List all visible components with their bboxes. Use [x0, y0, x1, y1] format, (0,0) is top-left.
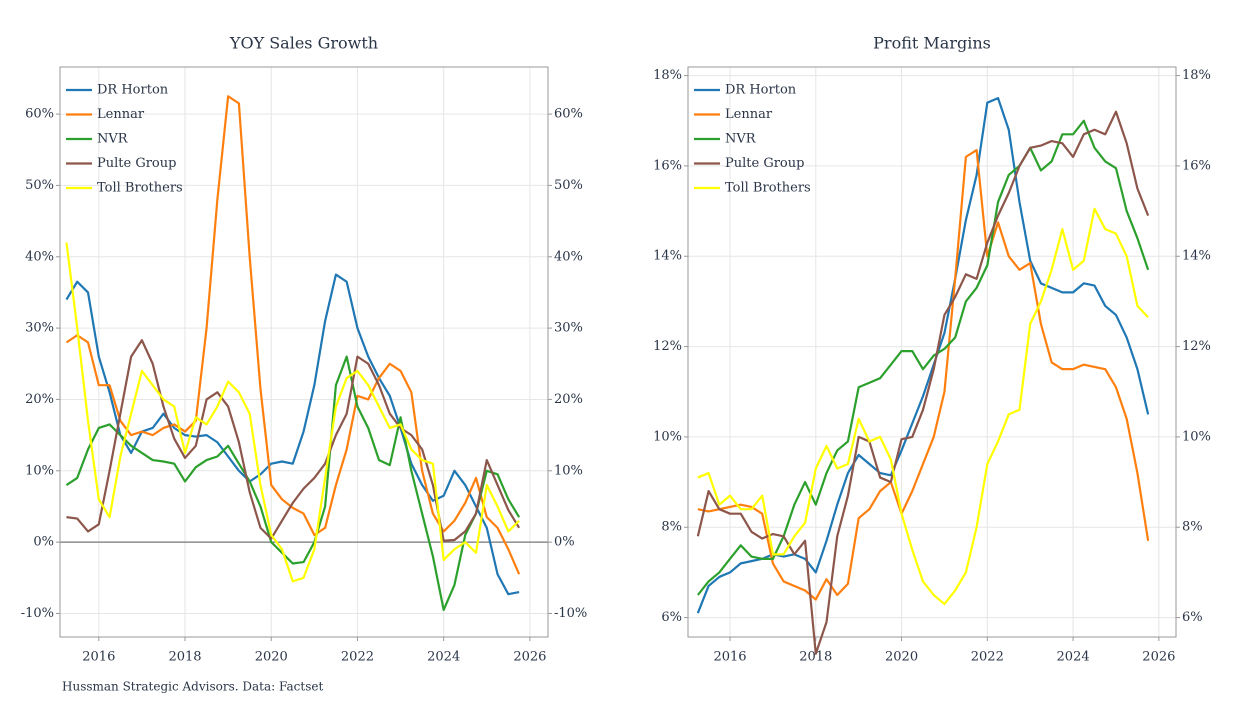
x-tick-label: 2026 [513, 650, 546, 665]
y2-tick-label: 12% [1182, 339, 1211, 354]
x-tick-label: 2024 [1057, 650, 1090, 665]
x-tick-label: 2018 [168, 650, 201, 665]
legend-label: DR Horton [725, 83, 797, 98]
y2-tick-label: 20% [554, 392, 583, 407]
series-line [696, 110, 1150, 655]
x-tick-label: 2018 [799, 650, 832, 665]
y2-tick-label: 16% [1182, 158, 1211, 173]
source-note: Hussman Strategic Advisors. Data: Factse… [62, 680, 323, 694]
legend-label: Toll Brothers [97, 181, 183, 196]
legend-label: DR Horton [97, 83, 169, 98]
legend-label: Pulte Group [725, 156, 804, 171]
legend-label: NVR [725, 132, 757, 147]
y-tick-label: 60% [25, 107, 54, 122]
x-tick-label: 2026 [1142, 650, 1175, 665]
series-line [696, 97, 1150, 614]
chart-title: Profit Margins [873, 34, 991, 53]
y2-tick-label: 60% [554, 107, 583, 122]
y-tick-label: 50% [25, 178, 54, 193]
series-line [65, 242, 520, 583]
y2-tick-label: 10% [554, 463, 583, 478]
y-tick-label: 30% [25, 321, 54, 336]
y2-tick-label: 10% [1182, 429, 1211, 444]
y2-tick-label: 30% [554, 321, 583, 336]
y2-tick-label: 8% [1182, 520, 1203, 535]
y2-tick-label: -10% [554, 606, 587, 621]
plot-frame [687, 66, 1177, 638]
y-tick-label: 40% [25, 249, 54, 264]
y-tick-label: 18% [653, 68, 682, 83]
y-tick-label: 12% [653, 339, 682, 354]
y-tick-label: 20% [25, 392, 54, 407]
x-tick-label: 2022 [971, 650, 1004, 665]
legend-label: Lennar [97, 107, 145, 122]
x-tick-label: 2020 [255, 650, 288, 665]
y2-tick-label: 14% [1182, 249, 1211, 264]
y2-tick-label: 40% [554, 249, 583, 264]
x-tick-label: 2024 [427, 650, 460, 665]
x-tick-label: 2016 [82, 650, 115, 665]
y-tick-label: -10% [21, 606, 54, 621]
y-tick-label: 8% [661, 520, 682, 535]
plot-frame [59, 66, 549, 638]
series-line [65, 355, 521, 611]
series-line [697, 149, 1150, 601]
series-line [66, 339, 521, 542]
y-tick-label: 14% [653, 249, 682, 264]
x-tick-label: 2022 [341, 650, 374, 665]
y-tick-label: 16% [653, 158, 682, 173]
y-tick-label: 6% [661, 610, 682, 625]
y-tick-label: 10% [25, 463, 54, 478]
y2-tick-label: 6% [1182, 610, 1203, 625]
y2-tick-label: 18% [1182, 68, 1211, 83]
legend-label: Lennar [725, 107, 773, 122]
series-line [696, 119, 1150, 596]
series-line [697, 207, 1149, 606]
x-tick-label: 2020 [885, 650, 918, 665]
x-tick-label: 2016 [713, 650, 746, 665]
legend-label: Pulte Group [97, 156, 176, 171]
series-line [65, 95, 521, 575]
chart-title: YOY Sales Growth [229, 34, 378, 53]
y2-tick-label: 50% [554, 178, 583, 193]
legend-label: NVR [97, 132, 129, 147]
y2-tick-label: 0% [554, 535, 575, 550]
y-tick-label: 10% [653, 429, 682, 444]
y-tick-label: 0% [33, 535, 54, 550]
legend-label: Toll Brothers [725, 181, 811, 196]
